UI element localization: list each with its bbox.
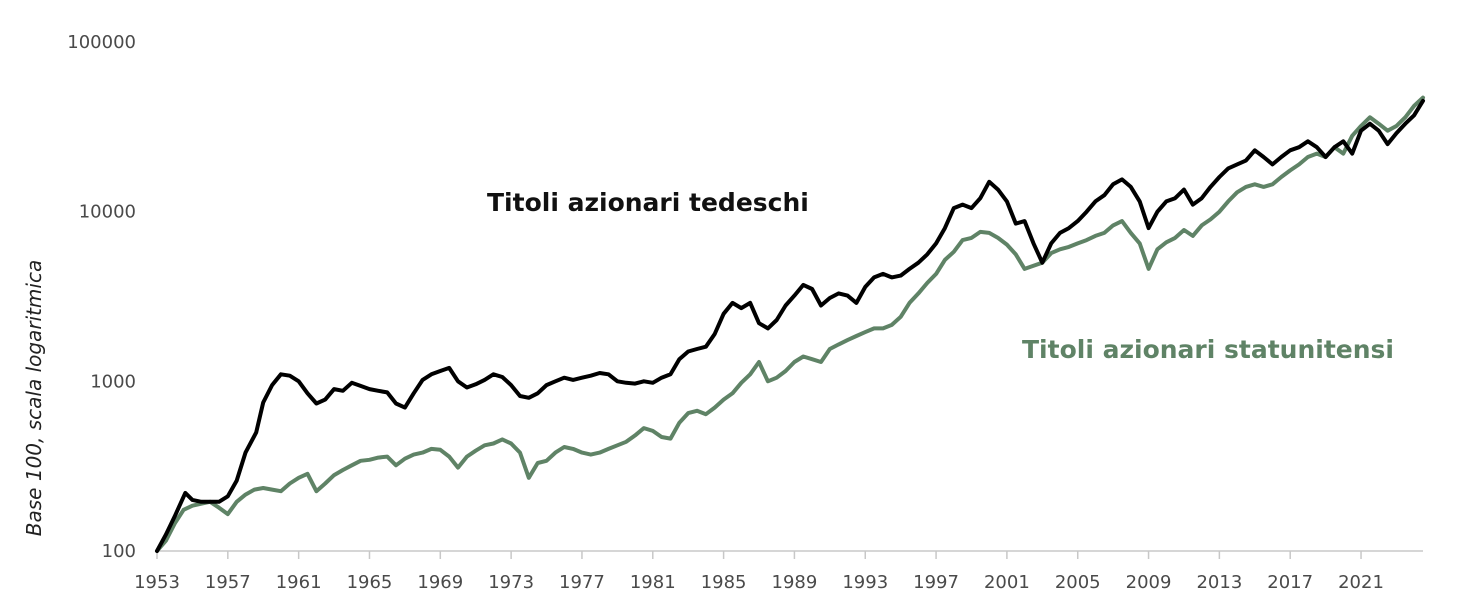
x-tick-label: 1997	[913, 572, 959, 593]
x-tick-label: 2017	[1267, 572, 1313, 593]
x-tick-label: 1965	[347, 572, 393, 593]
y-tick-label: 10000	[79, 202, 136, 223]
y-tick-label: 1000	[90, 371, 136, 392]
x-tick-label: 2021	[1338, 572, 1384, 593]
y-tick-label: 100000	[67, 32, 136, 53]
x-tick-label: 1973	[488, 572, 534, 593]
x-tick-label: 1993	[842, 572, 888, 593]
us-series-label: Titoli azionari statunitensi	[1022, 335, 1394, 364]
y-axis-ticks: 100 1000 10000 100000	[67, 32, 136, 562]
x-tick-label: 1961	[276, 572, 322, 593]
x-tick-label: 1957	[205, 572, 251, 593]
y-tick-label: 100	[102, 541, 136, 562]
series-layer	[155, 95, 1425, 553]
x-axis-ticks: 1953 1957 1961 1965 1969 1973 1977 1981 1985 1989…	[134, 572, 1384, 593]
x-tick-label: 1981	[630, 572, 676, 593]
x-tick-label: 2009	[1126, 572, 1172, 593]
y-axis-label: Base 100, scala logaritmica	[22, 260, 46, 536]
x-axis-tick-marks	[156, 551, 1362, 559]
german-series-line	[155, 98, 1425, 553]
german-series-label: Titoli azionari tedeschi	[487, 188, 809, 217]
x-tick-label: 1977	[559, 572, 605, 593]
x-tick-label: 1989	[772, 572, 818, 593]
x-tick-label: 2013	[1196, 572, 1242, 593]
x-tick-label: 2005	[1055, 572, 1101, 593]
x-tick-label: 2001	[984, 572, 1030, 593]
x-tick-label: 1969	[417, 572, 463, 593]
us-series-line	[155, 95, 1425, 553]
x-tick-label: 1985	[701, 572, 747, 593]
x-tick-label: 1953	[134, 572, 180, 593]
